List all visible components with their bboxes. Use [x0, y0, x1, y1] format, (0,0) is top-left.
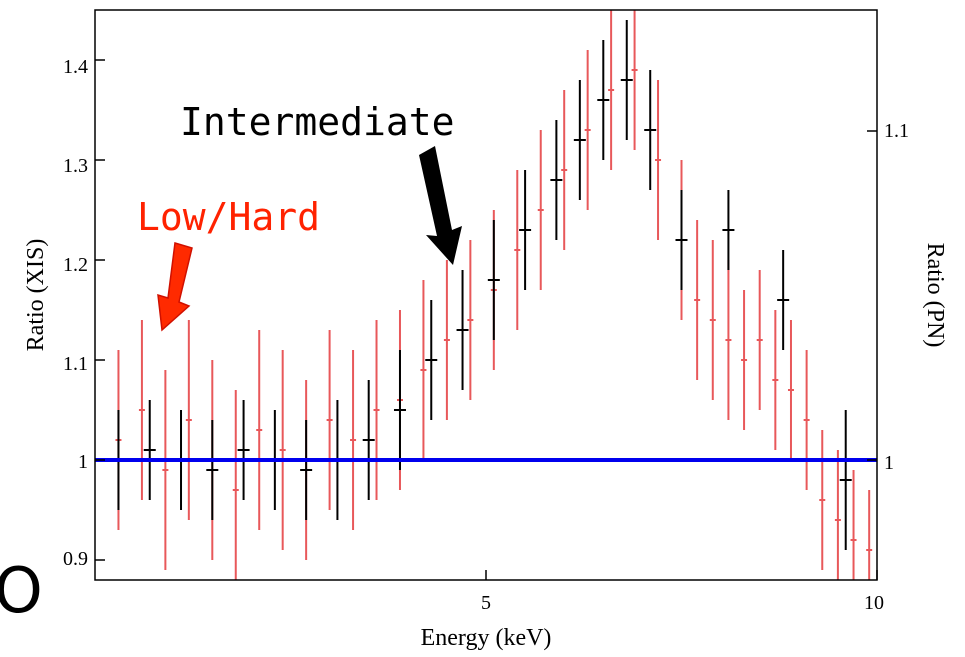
series-1-point-8 [362, 380, 375, 500]
series-1-point-1 [143, 400, 156, 500]
series-0-point-6 [256, 330, 263, 530]
stray-letter: O [0, 554, 43, 627]
annotation-arrow-black [419, 146, 462, 265]
x-axis-title: Energy (keV) [421, 625, 552, 651]
series-0-point-35 [850, 470, 857, 580]
y-axis-title-right: Ratio (PN) [922, 243, 948, 348]
series-0-point-25 [694, 220, 701, 380]
series-1-point-4 [237, 400, 250, 500]
series-0-point-23 [655, 80, 662, 240]
series-0-point-1 [138, 320, 145, 500]
series-0-point-10 [350, 350, 357, 530]
y-right-tick-label-1.1: 1.1 [884, 120, 909, 142]
x-tick-label-10: 10 [864, 592, 884, 614]
series-0-point-9 [326, 330, 333, 510]
series-0-point-19 [561, 90, 568, 250]
annotation-arrow-red [157, 242, 193, 332]
series-0-point-32 [803, 350, 810, 490]
series-0-point-21 [608, 10, 615, 170]
series-0-point-2 [162, 370, 169, 570]
series-1-point-22 [839, 410, 852, 550]
y-left-tick-label-1.2: 1.2 [63, 254, 88, 276]
series-1-point-19 [675, 190, 688, 290]
tick-layer [95, 59, 878, 580]
series-0-point-18 [537, 130, 544, 290]
annotation-low-hard: Low/Hard [137, 195, 320, 239]
series-1-point-3 [206, 420, 219, 520]
series-1-point-13 [519, 170, 532, 290]
series-0-point-34 [834, 450, 841, 580]
series-0-point-29 [756, 270, 763, 410]
series-0-point-36 [866, 490, 873, 580]
y-left-tick-label-1.3: 1.3 [63, 155, 88, 177]
series-1-point-17 [620, 20, 633, 140]
series-1-point-9 [393, 350, 406, 470]
annotation-intermediate: Intermediate [180, 100, 455, 144]
series-0-point-30 [772, 310, 779, 450]
y-left-tick-label-1: 1 [78, 451, 88, 473]
series-1-point-14 [550, 120, 563, 240]
x-tick-label-5: 5 [481, 592, 491, 614]
y-left-tick-label-1.1: 1.1 [63, 353, 88, 375]
series-0-point-27 [725, 260, 732, 420]
series-0-point-28 [741, 290, 748, 430]
y-left-tick-label-1.4: 1.4 [63, 56, 88, 78]
series-1-point-15 [573, 80, 586, 200]
series-0-point-11 [373, 320, 380, 500]
series-1-point-6 [300, 420, 313, 520]
series-1-point-20 [722, 190, 735, 270]
series-1-point-10 [425, 300, 438, 420]
series-0-point-20 [584, 50, 591, 210]
series-0-point-15 [467, 240, 474, 400]
series-layer [112, 10, 873, 580]
series-0-point-5 [232, 390, 239, 580]
series-1-point-12 [487, 220, 500, 340]
y-axis-title-left: Ratio (XIS) [23, 239, 49, 352]
y-left-tick-label-0.9: 0.9 [63, 548, 88, 570]
series-1-point-18 [644, 70, 657, 190]
series-0-point-17 [514, 170, 521, 330]
series-0-point-3 [185, 320, 192, 520]
y-right-tick-label-1: 1 [884, 452, 894, 474]
series-0-point-7 [279, 350, 286, 550]
series-1-point-16 [597, 40, 610, 160]
series-0-point-13 [420, 280, 427, 460]
series-1-point-11 [456, 270, 469, 390]
series-0-point-22 [631, 10, 638, 150]
series-0-point-33 [819, 430, 826, 570]
series-0-point-31 [787, 320, 794, 460]
series-0-point-14 [443, 260, 450, 420]
series-1-point-21 [777, 250, 790, 350]
series-0-point-26 [709, 240, 716, 400]
